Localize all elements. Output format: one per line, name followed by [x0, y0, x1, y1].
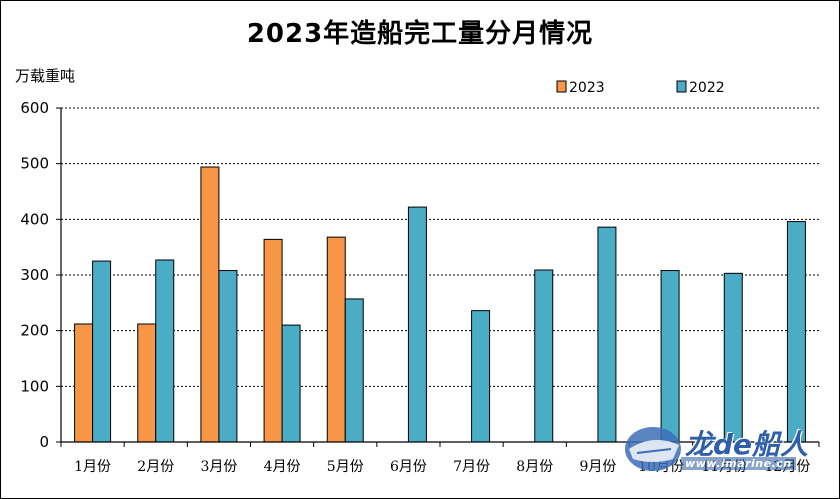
legend-label-2022: 2022 — [689, 80, 725, 96]
x-tick-label-8: 8月份 — [516, 459, 553, 475]
y-tick-label-300: 300 — [20, 266, 49, 284]
x-tick-label-1: 1月份 — [74, 459, 111, 475]
bar-2023-3 — [200, 166, 220, 443]
gridlines — [61, 107, 819, 387]
x-tick-label-3: 3月份 — [200, 459, 237, 475]
y-tick-label-100: 100 — [20, 377, 49, 395]
legend-swatch-2023 — [556, 80, 567, 93]
bar-2023-1 — [74, 323, 94, 443]
legend-swatch-2022 — [676, 80, 687, 93]
axes — [60, 108, 819, 443]
bar-2022-8 — [534, 269, 554, 443]
x-tick-label-6: 6月份 — [390, 459, 427, 475]
bar-2022-6 — [407, 206, 427, 443]
bar-2022-12 — [786, 221, 806, 443]
legend-label-2023: 2023 — [569, 80, 605, 96]
bar-2023-2 — [137, 323, 157, 443]
bar-2023-4 — [263, 238, 283, 443]
x-tick-label-4: 4月份 — [264, 459, 301, 475]
x-tick-label-7: 7月份 — [453, 459, 490, 475]
x-tick-label-2: 2月份 — [137, 459, 174, 475]
ship-logo-icon — [625, 427, 681, 471]
watermark-url: www.imarine.cn — [681, 457, 796, 470]
y-axis-label: 万载重吨 — [15, 67, 76, 85]
bar-2022-7 — [471, 310, 491, 443]
y-axis-ticks: 0 100 200 300 400 500 600 — [20, 99, 61, 451]
bars — [74, 166, 806, 443]
bar-2022-10 — [660, 270, 680, 443]
y-tick-label-600: 600 — [20, 99, 49, 117]
bar-2022-3 — [218, 270, 238, 443]
y-tick-label-500: 500 — [20, 155, 49, 173]
watermark-brand: 龙de船人 — [685, 428, 809, 461]
y-tick-label-0: 0 — [39, 433, 49, 451]
bar-2022-1 — [92, 260, 112, 443]
bar-2023-5 — [326, 236, 346, 443]
y-tick-label-200: 200 — [20, 322, 49, 340]
bar-2022-4 — [281, 324, 301, 443]
chart-title: 2023年造船完工量分月情况 — [246, 19, 594, 49]
bar-2022-2 — [155, 259, 175, 443]
watermark-logo: 龙de船人 www.imarine.cn — [623, 419, 823, 477]
bar-2022-11 — [723, 272, 743, 443]
legend: 2023 2022 — [556, 80, 725, 96]
x-tick-label-9: 9月份 — [579, 459, 616, 475]
x-tick-label-5: 5月份 — [327, 459, 364, 475]
bar-2022-9 — [597, 226, 617, 443]
bar-2022-5 — [344, 298, 364, 443]
y-tick-label-400: 400 — [20, 210, 49, 228]
